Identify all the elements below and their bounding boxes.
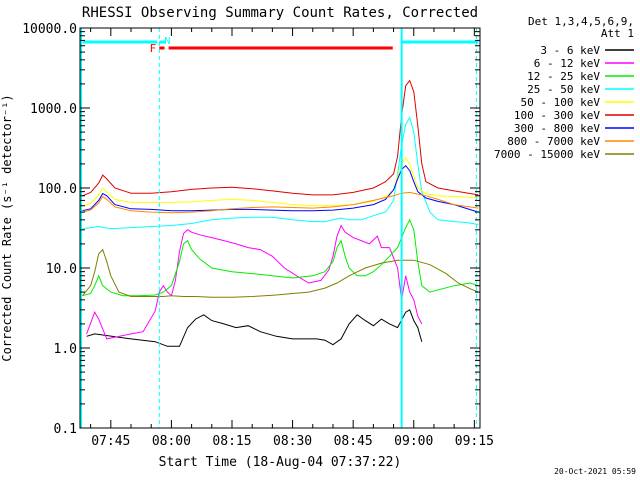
- x-tick-label-5: 09:00: [394, 434, 433, 449]
- series-line-0: [86, 309, 423, 347]
- series-line-6: [82, 164, 479, 213]
- vlines-layer: [80, 28, 477, 428]
- series-line-5: [82, 79, 479, 197]
- x-tick-label-2: 08:15: [212, 434, 251, 449]
- flag-label-n: N: [164, 36, 170, 47]
- y-tick-label-5: 0.1: [54, 422, 77, 437]
- x-tick-label-4: 08:45: [334, 434, 373, 449]
- flag-label-f: F: [150, 42, 157, 55]
- x-tick-label-1: 08:00: [152, 434, 191, 449]
- y-axis: 10000.0 1000.0 100.0 10.0 1.0 0.1: [22, 22, 480, 437]
- plot-frame: [79, 27, 481, 429]
- timestamp: 20-Oct-2021 05:59: [554, 467, 636, 476]
- chart-title: RHESSI Observing Summary Count Rates, Co…: [82, 5, 478, 21]
- x-tick-label-6: 09:15: [455, 434, 494, 449]
- y-tick-label-1: 1000.0: [30, 102, 77, 117]
- legend-label-8: 7000 - 15000 keV: [494, 148, 600, 161]
- series-line-8: [82, 248, 479, 298]
- legend-label-0: 3 - 6 keV: [540, 44, 600, 57]
- legend-label-2: 12 - 25 keV: [527, 70, 600, 83]
- y-tick-label-2: 100.0: [38, 182, 77, 197]
- series-layer: [82, 79, 479, 347]
- series-line-1: [86, 224, 423, 340]
- series-line-4: [82, 156, 479, 207]
- series-line-2: [82, 218, 479, 297]
- x-tick-label-0: 07:45: [91, 434, 130, 449]
- legend-label-7: 800 - 7000 keV: [507, 135, 600, 148]
- legend-label-4: 50 - 100 keV: [521, 96, 601, 109]
- legend-label-5: 100 - 300 keV: [514, 109, 600, 122]
- y-tick-label-0: 10000.0: [22, 22, 77, 37]
- series-line-3: [82, 116, 479, 230]
- series-line-7: [82, 191, 479, 214]
- legend-title-line-1: Det 1,3,4,5,6,9,: [528, 15, 634, 28]
- y-tick-label-4: 1.0: [54, 342, 77, 357]
- x-axis-label: Start Time (18-Aug-04 07:37:22): [159, 455, 402, 470]
- legend-title-line-2: Att 1: [601, 27, 634, 40]
- legend-label-6: 300 - 800 keV: [514, 122, 600, 135]
- x-tick-label-3: 08:30: [273, 434, 312, 449]
- flags-layer: FN: [82, 36, 479, 55]
- legend-label-3: 25 - 50 keV: [527, 83, 600, 96]
- y-tick-label-3: 10.0: [46, 262, 77, 277]
- legend-label-1: 6 - 12 keV: [534, 57, 601, 70]
- y-axis-label: Corrected Count Rate (s⁻¹ detector⁻¹): [0, 94, 14, 361]
- x-axis: 07:45 08:00 08:15 08:30 08:45 09:00 09:15: [90, 28, 494, 449]
